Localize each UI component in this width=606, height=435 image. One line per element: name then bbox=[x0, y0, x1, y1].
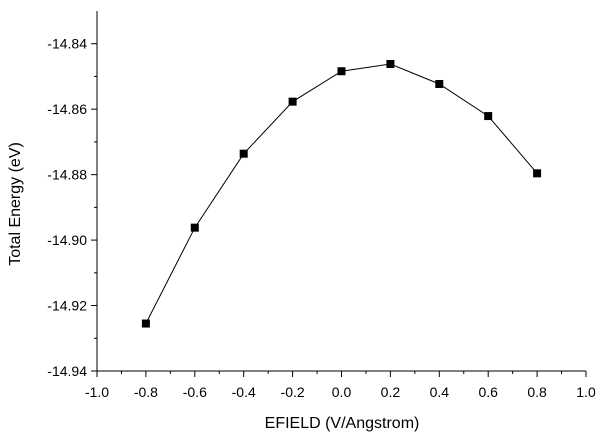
y-axis-title: Total Energy (eV) bbox=[7, 142, 24, 266]
data-point-marker bbox=[386, 60, 395, 69]
x-tick-label: 0.4 bbox=[430, 384, 450, 400]
data-point-marker bbox=[337, 67, 346, 76]
x-axis-ticks: -1.0 -0.8 -0.6 -0.4 -0.2 0.0 0.2 0.4 0.6 0.8 1.0 bbox=[85, 371, 596, 400]
x-tick-label: -0.4 bbox=[232, 384, 256, 400]
data-point-marker bbox=[239, 149, 248, 158]
x-tick-label: -0.6 bbox=[183, 384, 207, 400]
x-tick-label: -1.0 bbox=[85, 384, 109, 400]
series bbox=[141, 60, 542, 328]
data-point-marker bbox=[141, 319, 150, 328]
x-tick-label: -0.8 bbox=[134, 384, 158, 400]
x-tick-label: 0.8 bbox=[527, 384, 547, 400]
data-point-marker bbox=[435, 79, 444, 88]
data-point-marker bbox=[484, 112, 493, 121]
y-axis-ticks: -14.84 -14.86 -14.88 -14.90 -14.92 -14.94 bbox=[47, 36, 97, 379]
data-point-marker bbox=[190, 223, 199, 232]
data-point-marker bbox=[533, 169, 542, 178]
data-point-marker bbox=[288, 97, 297, 106]
x-axis-title: EFIELD (V/Angstrom) bbox=[265, 415, 420, 432]
axes bbox=[96, 11, 586, 372]
x-tick-label: -0.2 bbox=[281, 384, 305, 400]
y-tick-label: -14.92 bbox=[47, 298, 87, 314]
x-tick-label: 1.0 bbox=[576, 384, 596, 400]
y-tick-label: -14.94 bbox=[47, 363, 87, 379]
x-tick-label: 0.6 bbox=[478, 384, 498, 400]
x-tick-label: 0.2 bbox=[381, 384, 401, 400]
y-tick-label: -14.88 bbox=[47, 167, 87, 183]
x-tick-label: 0.0 bbox=[332, 384, 352, 400]
y-tick-label: -14.90 bbox=[47, 232, 87, 248]
series-line bbox=[145, 63, 538, 324]
y-tick-label: -14.84 bbox=[47, 36, 87, 52]
y-tick-label: -14.86 bbox=[47, 101, 87, 117]
